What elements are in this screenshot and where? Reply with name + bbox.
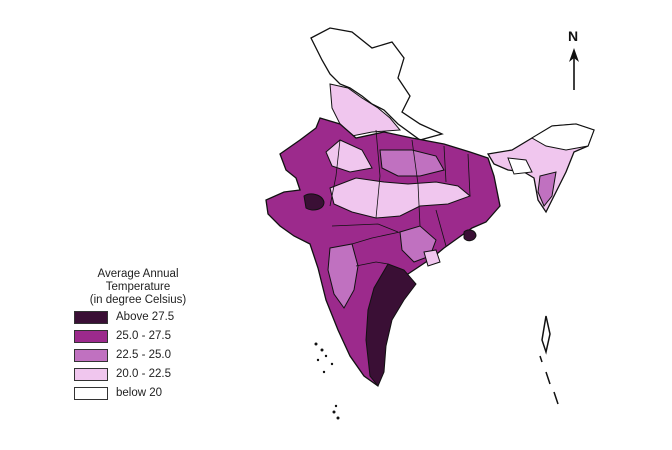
region-north-cold [310,27,444,141]
region-northeast-inner [507,157,533,175]
north-letter: N [568,28,579,44]
region-north-light [329,83,402,137]
region-west-medium [327,243,359,309]
legend-item: 20.0 - 22.5 [68,365,238,383]
legend-item: below 20 [68,384,238,402]
region-small-light [423,249,441,267]
legend-label: Above 27.5 [116,311,175,323]
region-odisha-hot [463,229,477,242]
region-central-belt [329,177,471,219]
legend-swatch [74,386,108,400]
region-central-mid [379,149,445,177]
legend-label: 20.0 - 22.5 [116,368,171,380]
legend-swatch [74,367,108,381]
north-arrow-icon [569,48,579,90]
region-gujarat-hot [303,193,325,211]
map-legend: Average Annual Temperature (in degree Ce… [68,268,238,402]
region-southeast-hot [365,263,417,387]
legend-swatch [74,329,108,343]
region-northeast-medium [537,171,557,207]
state-boundaries [329,129,471,267]
legend-item: 25.0 - 27.5 [68,327,238,345]
region-northeast-upper [531,123,595,151]
legend-title: Average Annual Temperature (in degree Ce… [89,268,187,306]
lakshadweep-islands [314,342,340,420]
legend-swatch [74,348,108,362]
legend-swatch [74,310,108,324]
legend-label: 25.0 - 27.5 [116,330,171,342]
andaman-nicobar-islands [539,315,559,405]
legend-label: below 20 [116,387,163,399]
north-arrow: N [562,28,586,90]
legend-item: 22.5 - 25.0 [68,346,238,364]
legend-item: Above 27.5 [68,308,238,326]
legend-label: 22.5 - 25.0 [116,349,171,361]
